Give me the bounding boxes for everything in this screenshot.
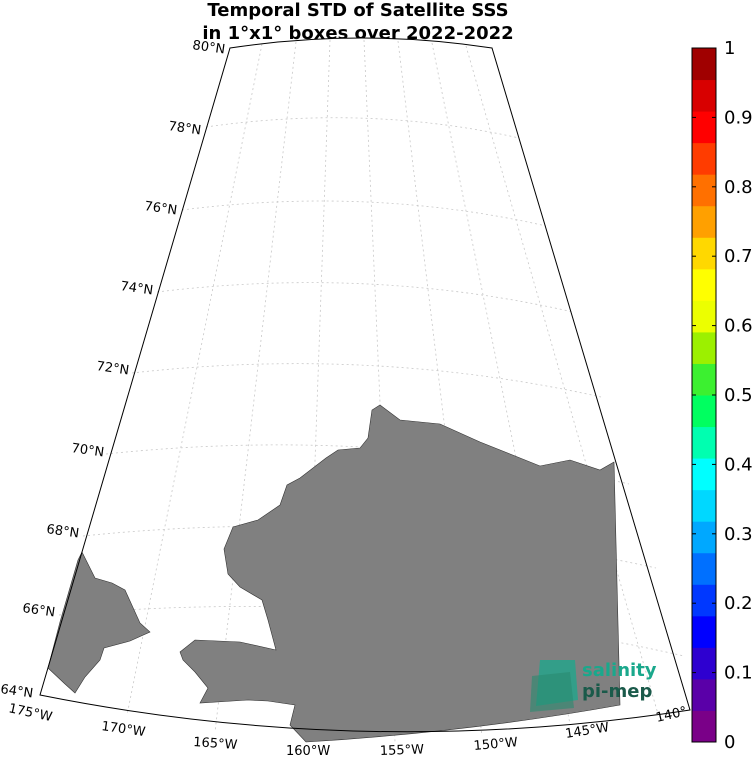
lon-label-165w: 165°W	[193, 735, 238, 753]
colorbar-segment	[692, 489, 716, 522]
colorbar-segment	[692, 710, 716, 743]
land	[47, 404, 621, 743]
colorbar-segment	[692, 395, 716, 428]
lat-label-80: 80°N	[191, 38, 226, 57]
parallel-76	[181, 200, 547, 227]
lon-label-150w: 150°W	[473, 735, 518, 754]
colorbar-segment	[692, 300, 716, 333]
meridian-150	[397, 40, 483, 737]
meridian-170	[126, 43, 263, 716]
colorbar-segment	[692, 647, 716, 680]
colorbar: 0 0.1 0.2 0.3 0.4 0.5 0.6 0.7 0.8 0.9 1	[691, 38, 753, 753]
lon-label-155w: 155°W	[380, 742, 425, 759]
colorbar-tick-label: 0.5	[724, 385, 753, 406]
colorbar-segment	[692, 205, 716, 238]
colorbar-segment	[692, 48, 716, 81]
parallel-72	[131, 363, 602, 398]
colorbar-tick-label: 0.4	[724, 454, 753, 475]
colorbar-tick-label: 0.1	[724, 663, 753, 684]
colorbar-tick-label: 0.2	[724, 593, 753, 614]
colorbar-ticks: 0 0.1 0.2 0.3 0.4 0.5 0.6 0.7 0.8 0.9 1	[692, 38, 753, 753]
lat-label-76: 76°N	[143, 199, 178, 218]
colorbar-segment	[692, 174, 716, 207]
logo-text-pimep: pi-mep	[582, 681, 652, 702]
land-alaska	[179, 404, 621, 743]
lat-label-72: 72°N	[95, 359, 130, 378]
lat-label-78: 78°N	[167, 119, 202, 138]
colorbar-segment	[692, 363, 716, 396]
colorbar-segment	[692, 584, 716, 617]
colorbar-segment	[692, 521, 716, 554]
lat-labels: 80°N 78°N 76°N 74°N 72°N 70°N 68°N 66°N …	[0, 38, 226, 701]
lat-label-74: 74°N	[119, 279, 154, 298]
colorbar-tick-label: 0.8	[724, 177, 753, 198]
logo-text-salinity: salinity	[582, 660, 657, 681]
meridian-165	[214, 41, 297, 733]
lat-label-70: 70°N	[70, 441, 105, 460]
parallel-74	[156, 282, 574, 313]
colorbar-segment	[692, 79, 716, 112]
figure-title-line1: Temporal STD of Satellite SSS	[207, 0, 508, 21]
lon-label-175w: 175°W	[7, 701, 53, 725]
colorbar-segment	[692, 552, 716, 585]
colorbar-segment	[692, 678, 716, 711]
colorbar-segment	[692, 331, 716, 364]
logo-wave-icon-inner	[530, 672, 574, 712]
colorbar-segments	[692, 48, 716, 743]
meridian-145	[431, 42, 571, 725]
colorbar-tick-label: 0.3	[724, 524, 753, 545]
colorbar-segment	[692, 237, 716, 270]
colorbar-segment	[692, 111, 716, 144]
colorbar-segment	[692, 458, 716, 491]
lat-label-64: 64°N	[0, 682, 34, 701]
lat-label-66: 66°N	[21, 601, 56, 620]
lon-label-170w: 170°W	[100, 719, 146, 740]
figure-title-line2: in 1°x1° boxes over 2022-2022	[202, 23, 513, 44]
colorbar-segment	[692, 142, 716, 175]
lon-label-140: 140°	[655, 704, 689, 726]
colorbar-segment	[692, 615, 716, 648]
colorbar-tick-label: 0.7	[724, 246, 753, 267]
colorbar-tick-label: 0	[724, 732, 735, 753]
lon-label-145w: 145°W	[564, 720, 610, 742]
colorbar-segment	[692, 426, 716, 459]
map-frame-outline	[39, 37, 691, 733]
land-chukotka	[47, 551, 151, 694]
colorbar-tick-label: 0.6	[724, 316, 753, 337]
colorbar-segment	[692, 268, 716, 301]
colorbar-tick-label: 1	[724, 38, 735, 59]
parallel-78	[205, 117, 520, 139]
meridian-140	[465, 45, 659, 715]
lon-labels: 175°W 170°W 165°W 160°W 155°W 150°W 145°…	[7, 701, 688, 759]
lat-label-68: 68°N	[45, 522, 80, 541]
lon-label-160w: 160°W	[286, 744, 330, 759]
colorbar-tick-label: 0.9	[724, 107, 753, 128]
salinity-pi-mep-logo: salinity pi-mep	[530, 660, 657, 712]
